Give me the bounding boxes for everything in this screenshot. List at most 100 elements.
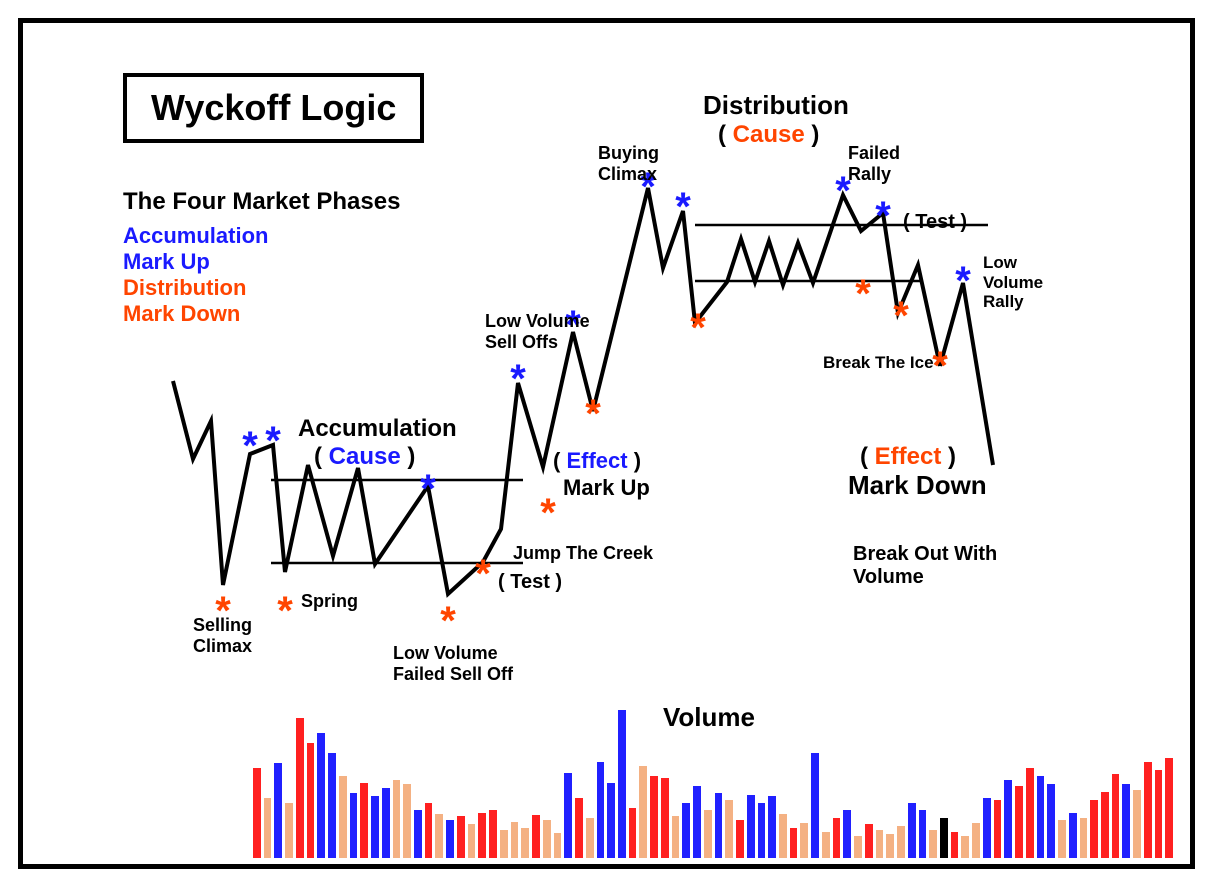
volume-bar: [403, 784, 411, 858]
volume-bar: [1122, 784, 1130, 858]
volume-bar: [811, 753, 819, 858]
volume-bar: [457, 816, 465, 858]
marker-star: *: [475, 554, 491, 594]
marker-star: *: [242, 426, 258, 466]
volume-bar: [307, 743, 315, 858]
volume-bar: [607, 783, 615, 858]
volume-bar: [586, 818, 594, 858]
annotation: ( Test ): [498, 571, 562, 594]
volume-bar: [435, 814, 443, 858]
volume-bar: [511, 822, 519, 858]
volume-bar: [500, 830, 508, 858]
volume-bar: [961, 836, 969, 858]
volume-bar: [253, 768, 261, 858]
volume-bar: [1165, 758, 1173, 858]
volume-bar: [886, 834, 894, 858]
volume-bar: [478, 813, 486, 858]
volume-bar: [1155, 770, 1163, 858]
volume-bar: [1144, 762, 1152, 858]
volume-bar: [618, 710, 626, 858]
volume-bar: [972, 823, 980, 858]
annotation: Selling Climax: [193, 615, 252, 656]
annotation: Low Volume Sell Offs: [485, 311, 590, 352]
volume-bar: [736, 820, 744, 858]
volume-bar: [704, 810, 712, 858]
volume-bar: [951, 832, 959, 858]
marker-star: *: [932, 346, 948, 386]
volume-bar: [414, 810, 422, 858]
marker-star: *: [855, 274, 871, 314]
marker-star: *: [540, 493, 556, 533]
volume-bar: [1026, 768, 1034, 858]
volume-bar: [790, 828, 798, 858]
volume-bar: [468, 824, 476, 858]
volume-bar: [672, 816, 680, 858]
volume-bar: [854, 836, 862, 858]
volume-bar: [693, 786, 701, 858]
marker-star: *: [420, 469, 436, 509]
volume-bar: [639, 766, 647, 858]
marker-star: *: [265, 421, 281, 461]
volume-bar: [865, 824, 873, 858]
annotation: ( Effect ): [860, 443, 956, 471]
marker-star: *: [510, 359, 526, 399]
volume-bar: [940, 818, 948, 858]
volume-bar: [929, 830, 937, 858]
volume-bar: [274, 763, 282, 858]
volume-bar: [489, 810, 497, 858]
marker-star: *: [893, 296, 909, 336]
annotation: ( Cause ): [314, 443, 415, 471]
marker-star: *: [585, 394, 601, 434]
annotation: Failed Rally: [848, 143, 900, 184]
annotation: Spring: [301, 591, 358, 612]
marker-star: *: [690, 308, 706, 348]
volume-bar: [317, 733, 325, 858]
volume-bar: [1101, 792, 1109, 858]
volume-bar: [747, 795, 755, 858]
volume-bar: [1015, 786, 1023, 858]
marker-star: *: [675, 187, 691, 227]
marker-star: *: [277, 591, 293, 631]
volume-bar: [521, 828, 529, 858]
volume-bar: [758, 803, 766, 858]
volume-bar: [629, 808, 637, 858]
volume-bar: [1080, 818, 1088, 858]
annotation: Break The Ice: [823, 353, 934, 373]
volume-bar: [833, 818, 841, 858]
annotation: Low Volume Failed Sell Off: [393, 643, 513, 684]
volume-bar: [779, 814, 787, 858]
volume-bar: [876, 830, 884, 858]
diagram-frame: Wyckoff Logic The Four Market Phases Acc…: [18, 18, 1195, 869]
volume-bar: [339, 776, 347, 858]
volume-bar: [822, 832, 830, 858]
volume-bar: [983, 798, 991, 858]
annotation: Buying Climax: [598, 143, 659, 184]
volume-bar: [1069, 813, 1077, 858]
volume-bar: [285, 803, 293, 858]
volume-bar: [532, 815, 540, 858]
volume-bars: [253, 708, 1173, 858]
annotation: Jump The Creek: [513, 543, 653, 564]
volume-bar: [682, 803, 690, 858]
volume-bar: [1047, 784, 1055, 858]
volume-bar: [597, 762, 605, 858]
volume-bar: [575, 798, 583, 858]
volume-bar: [650, 776, 658, 858]
volume-bar: [350, 793, 358, 858]
annotation: ( Effect ): [553, 448, 641, 473]
volume-bar: [371, 796, 379, 858]
volume-bar: [360, 783, 368, 858]
volume-bar: [543, 820, 551, 858]
volume-bar: [264, 798, 272, 858]
volume-bar: [446, 820, 454, 858]
volume-bar: [393, 780, 401, 858]
volume-bar: [1037, 776, 1045, 858]
volume-bar: [296, 718, 304, 858]
volume-bar: [328, 753, 336, 858]
volume-bar: [1004, 780, 1012, 858]
marker-star: *: [875, 196, 891, 236]
volume-bar: [1058, 820, 1066, 858]
volume-bar: [843, 810, 851, 858]
volume-bar: [554, 833, 562, 858]
marker-star: *: [955, 261, 971, 301]
